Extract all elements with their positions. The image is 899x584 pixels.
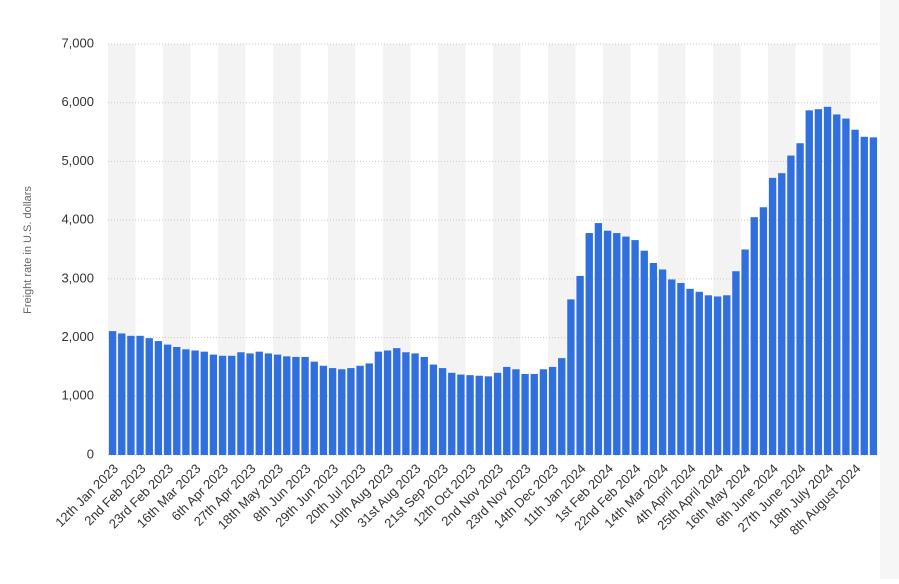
bar [191, 350, 199, 455]
bar [860, 136, 868, 456]
bar [823, 106, 832, 456]
bar [356, 365, 364, 455]
bar [246, 353, 254, 455]
bar [438, 368, 447, 455]
bar [521, 373, 529, 455]
bar [292, 356, 300, 455]
bar [218, 355, 227, 455]
y-axis-label: Freight rate in U.S. dollars [22, 186, 34, 314]
bar [310, 361, 318, 455]
bar [768, 177, 777, 455]
y-tick-label: 7,000 [61, 35, 94, 50]
bar [209, 354, 218, 455]
bar [264, 353, 273, 455]
bar [484, 376, 493, 455]
bar [383, 350, 392, 455]
bar [136, 335, 144, 455]
bar [200, 351, 208, 455]
bar [851, 129, 859, 456]
bar [723, 295, 731, 455]
bar [567, 299, 575, 455]
bar [457, 374, 465, 455]
y-tick-label: 4,000 [61, 212, 94, 227]
bar [695, 291, 703, 455]
bar [548, 366, 557, 455]
bar [475, 375, 483, 455]
bar [145, 338, 153, 455]
bar [805, 110, 813, 456]
bar [539, 369, 548, 455]
bar [503, 366, 511, 455]
bar [530, 373, 538, 455]
y-tick-label: 6,000 [61, 94, 94, 109]
bar [338, 369, 346, 455]
bar [448, 372, 456, 455]
y-tick-label: 5,000 [61, 153, 94, 168]
bar [585, 233, 593, 455]
bar [796, 143, 804, 455]
bar [347, 368, 355, 455]
bar [750, 217, 758, 455]
bar [713, 296, 722, 455]
bar [283, 356, 291, 455]
y-tick-label: 1,000 [61, 388, 94, 403]
bar [319, 365, 328, 455]
y-tick-label: 0 [87, 446, 94, 461]
bar [411, 353, 419, 455]
bar [704, 295, 713, 455]
bar [163, 344, 172, 455]
bar [613, 233, 621, 455]
bar [466, 375, 474, 455]
bar [328, 368, 337, 455]
bar [118, 333, 126, 455]
bar [668, 279, 676, 455]
bar [108, 331, 117, 455]
bar [869, 137, 878, 455]
bar [173, 346, 181, 455]
bar [365, 363, 373, 455]
side-panel [880, 0, 899, 579]
bar [301, 356, 309, 455]
bar [127, 335, 135, 455]
bar [842, 118, 850, 456]
bar [255, 351, 263, 455]
bar [429, 364, 438, 455]
bar [787, 155, 795, 456]
bar [778, 173, 786, 455]
bar [420, 356, 428, 455]
bar [741, 249, 749, 455]
bar [640, 250, 648, 455]
bar [182, 349, 190, 455]
bar [273, 354, 282, 455]
bar [833, 114, 841, 455]
bar [576, 275, 584, 455]
bar [493, 372, 502, 455]
bar [677, 282, 685, 455]
bar [237, 352, 245, 455]
bar [154, 341, 163, 455]
bar [658, 269, 667, 455]
bar [686, 288, 694, 455]
bar [603, 230, 612, 455]
bar [558, 358, 566, 455]
bar [512, 369, 520, 455]
bar [402, 352, 410, 455]
bar [631, 240, 639, 455]
y-tick-label: 3,000 [61, 270, 94, 285]
bar [393, 348, 401, 455]
bar [374, 351, 383, 455]
bar [622, 236, 630, 455]
bar [594, 223, 603, 455]
bar [759, 207, 768, 455]
y-tick-label: 2,000 [61, 329, 94, 344]
bar [649, 263, 658, 455]
bar [814, 109, 823, 456]
bar [732, 271, 740, 455]
bar [228, 355, 236, 455]
